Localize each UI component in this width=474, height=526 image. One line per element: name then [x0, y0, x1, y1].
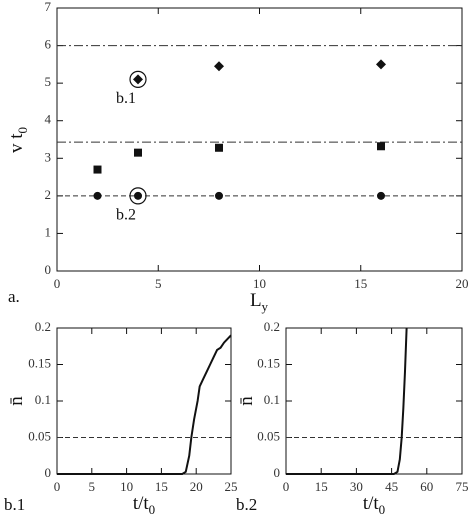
plot-frame [56, 7, 463, 272]
highlight-ring [129, 70, 147, 88]
x-axis-label-sub: 0 [379, 502, 386, 517]
x-tick-label: 45 [385, 479, 398, 494]
x-tick-label: 5 [89, 479, 96, 494]
y-tick-label: 0 [45, 465, 52, 480]
y-tick-label: 6 [45, 37, 52, 52]
x-tick-label: 25 [225, 479, 238, 494]
panel-label: b.1 [4, 495, 25, 514]
line [57, 334, 232, 475]
x-axis-label-main: t/t [363, 493, 380, 514]
point [134, 148, 142, 157]
y-axis-label-sub: 0 [15, 127, 30, 134]
y-tick-label: 0 [45, 262, 52, 277]
annotation: b.2 [116, 207, 136, 224]
point [377, 142, 385, 151]
point [377, 191, 385, 200]
x-tick-label: 20 [190, 479, 203, 494]
x-tick-label: 0 [54, 479, 61, 494]
y-tick-label: 0.2 [35, 319, 51, 334]
point [376, 59, 386, 70]
point [133, 74, 143, 85]
x-axis-label-sub: 0 [149, 502, 156, 517]
y-tick-label: 2 [45, 187, 52, 202]
point [93, 191, 102, 200]
y-axis-label: n̄ [6, 396, 27, 406]
x-axis-label-sub: y [262, 299, 269, 314]
y-axis-label-main: n̄ [6, 396, 27, 406]
x-tick-label: 10 [120, 479, 133, 494]
x-axis-label-main: t/t [133, 493, 150, 514]
x-tick-label: 20 [456, 276, 469, 291]
y-tick-label: 0.1 [35, 392, 51, 407]
y-axis-label: n̄ [236, 396, 257, 406]
y-tick-label: 0.05 [28, 428, 51, 443]
x-tick-label: 15 [354, 276, 367, 291]
x-axis-label: Ly [250, 290, 269, 314]
point [93, 165, 102, 174]
y-axis-label-main: n̄ [236, 396, 257, 406]
point [214, 61, 224, 72]
y-tick-label: 0 [274, 465, 281, 480]
y-tick-label: 0.1 [264, 392, 280, 407]
y-tick-label: 0.05 [257, 428, 280, 443]
x-tick-label: 10 [253, 276, 266, 291]
y-tick-label: 5 [45, 74, 52, 89]
y-axis-label: v t0 [6, 127, 30, 153]
y-axis-label-main: v t [6, 133, 27, 153]
annotation: b.1 [116, 90, 136, 107]
x-tick-label: 15 [155, 479, 168, 494]
x-tick-label: 60 [420, 479, 433, 494]
x-tick-label: 75 [456, 479, 469, 494]
panel-label: a. [8, 287, 20, 306]
y-tick-label: 0.2 [264, 319, 280, 334]
x-tick-label: 0 [54, 276, 61, 291]
highlight-ring [129, 187, 147, 205]
x-tick-label: 5 [155, 276, 162, 291]
point [215, 191, 223, 200]
plot-frame [285, 327, 463, 475]
line [286, 327, 408, 475]
plot-frame [56, 327, 232, 475]
y-tick-label: 0.15 [257, 355, 280, 370]
point [134, 191, 142, 200]
x-axis-label: t/t0 [133, 493, 155, 517]
y-tick-label: 3 [45, 149, 52, 164]
panel-label: b.2 [236, 495, 257, 514]
x-axis-label: t/t0 [363, 493, 385, 517]
y-tick-label: 0.15 [28, 355, 51, 370]
y-tick-label: 7 [45, 0, 52, 14]
x-axis-label-main: L [250, 290, 262, 311]
y-tick-label: 1 [45, 224, 52, 239]
x-tick-label: 0 [283, 479, 290, 494]
x-tick-label: 30 [350, 479, 363, 494]
y-tick-label: 4 [45, 112, 52, 127]
point [215, 143, 223, 152]
x-tick-label: 15 [315, 479, 328, 494]
